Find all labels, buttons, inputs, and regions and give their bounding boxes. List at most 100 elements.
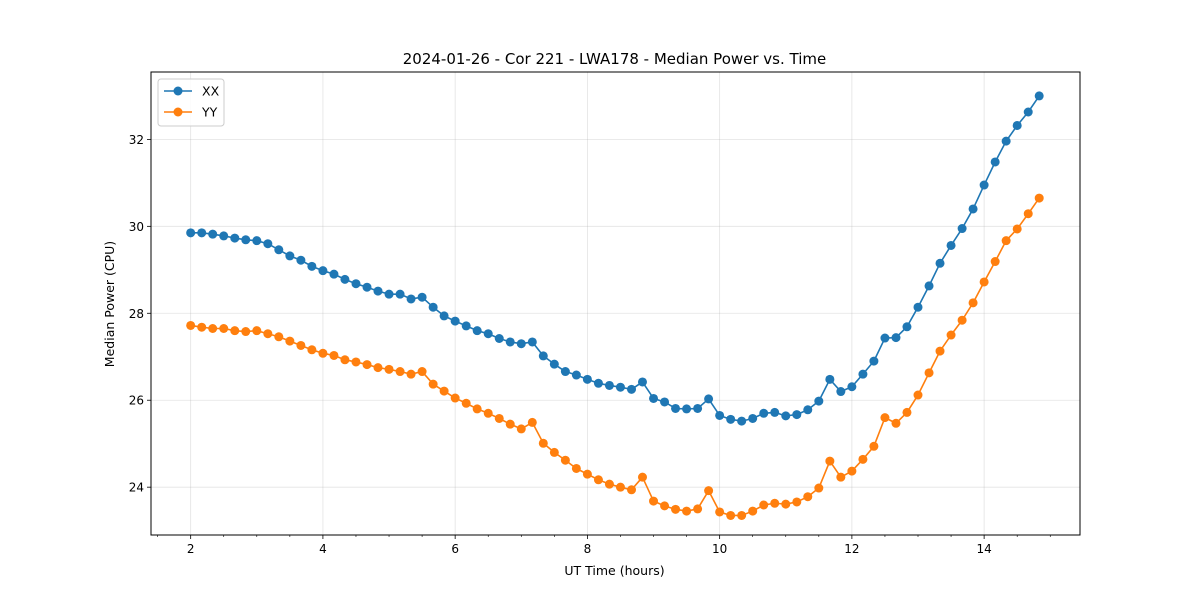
data-point-yy (549, 447, 559, 457)
data-point-xx (318, 266, 328, 276)
data-point-xx (637, 377, 647, 387)
data-point-yy (219, 324, 229, 333)
data-point-yy (825, 456, 835, 466)
legend-marker-xx (173, 86, 183, 96)
data-point-yy (891, 418, 901, 428)
data-point-xx (538, 351, 548, 361)
data-point-xx (494, 334, 504, 343)
y-tick-label: 30 (129, 220, 144, 234)
data-point-xx (428, 302, 438, 312)
data-point-xx (252, 236, 262, 246)
data-point-yy (472, 404, 482, 414)
data-point-xx (384, 289, 394, 299)
data-point-yy (858, 454, 868, 464)
grid (151, 72, 1080, 535)
data-point-yy (296, 340, 306, 350)
data-point-yy (693, 504, 703, 514)
data-point-xx (340, 274, 350, 284)
data-point-xx (792, 410, 802, 420)
data-point-xx (891, 333, 901, 343)
data-point-xx (483, 329, 493, 339)
data-point-yy (274, 332, 284, 342)
data-point-xx (737, 416, 747, 426)
x-tick-label: 12 (844, 542, 859, 556)
data-point-yy (1012, 224, 1022, 234)
data-point-yy (329, 350, 339, 360)
data-point-yy (737, 510, 747, 520)
data-point-xx (362, 282, 372, 292)
data-point-xx (979, 180, 989, 190)
data-point-xx (285, 251, 295, 261)
data-point-yy (748, 506, 758, 516)
data-point-xx (593, 378, 603, 388)
data-point-xx (902, 322, 912, 332)
chart-title: 2024-01-26 - Cor 221 - LWA178 - Median P… (403, 50, 827, 68)
data-point-xx (186, 228, 196, 238)
data-point-yy (946, 330, 956, 340)
data-point-yy (230, 326, 240, 336)
data-point-xx (924, 281, 934, 291)
data-point-xx (880, 333, 890, 343)
series-layer (186, 91, 1044, 520)
data-point-yy (682, 506, 692, 516)
data-point-yy (197, 322, 207, 332)
x-tick-label: 10 (712, 542, 727, 556)
data-point-xx (935, 258, 945, 268)
data-point-xx (682, 404, 692, 414)
data-point-xx (836, 387, 846, 397)
data-point-yy (1001, 236, 1011, 246)
data-point-xx (549, 359, 559, 369)
data-point-yy (968, 298, 978, 308)
data-point-xx (869, 356, 879, 366)
data-point-yy (869, 441, 879, 451)
data-point-xx (847, 382, 857, 392)
data-point-xx (627, 384, 636, 394)
legend-label-xx: XX (202, 84, 220, 99)
data-point-xx (990, 157, 1000, 167)
data-point-yy (263, 329, 273, 339)
data-point-yy (715, 507, 725, 517)
data-point-yy (582, 469, 592, 479)
data-point-xx (472, 326, 482, 336)
data-point-xx (307, 261, 317, 271)
data-point-xx (803, 405, 813, 415)
data-point-xx (604, 380, 614, 390)
data-point-yy (252, 326, 262, 336)
data-point-xx (406, 294, 416, 304)
legend-marker-yy (173, 107, 183, 117)
data-point-yy (494, 413, 504, 423)
y-tick-label: 24 (129, 481, 144, 495)
data-point-xx (693, 403, 703, 413)
data-point-xx (968, 204, 978, 214)
data-point-yy (527, 417, 537, 427)
data-point-xx (858, 369, 868, 379)
data-point-yy (483, 408, 493, 418)
data-point-xx (241, 235, 251, 245)
data-point-xx (329, 269, 339, 279)
data-point-yy (208, 324, 218, 333)
data-point-xx (274, 245, 284, 255)
data-point-xx (715, 410, 725, 420)
data-point-xx (946, 240, 956, 250)
data-point-xx (505, 337, 515, 347)
data-point-yy (770, 498, 780, 508)
data-point-yy (406, 369, 416, 379)
data-point-yy (505, 419, 515, 429)
data-point-xx (957, 224, 967, 234)
data-point-yy (660, 501, 670, 511)
data-point-yy (847, 466, 857, 476)
data-point-yy (241, 327, 251, 337)
data-point-xx (208, 229, 218, 239)
data-point-yy (307, 345, 317, 355)
data-point-yy (1034, 193, 1044, 203)
data-point-xx (748, 413, 758, 423)
data-point-yy (461, 398, 471, 408)
data-point-xx (1034, 91, 1044, 101)
data-point-xx (1012, 120, 1022, 130)
data-point-yy (384, 364, 394, 374)
data-point-yy (792, 497, 802, 507)
data-point-yy (836, 472, 846, 482)
data-point-xx (461, 321, 471, 331)
data-point-yy (671, 504, 681, 514)
